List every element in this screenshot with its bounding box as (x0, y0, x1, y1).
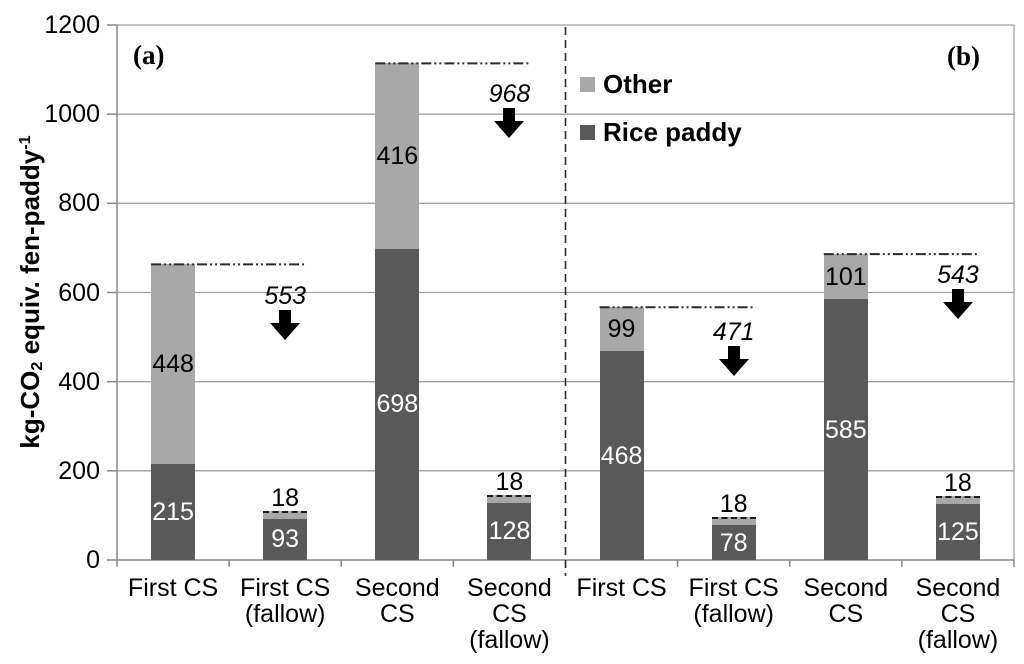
bar-value-label-other: 18 (271, 483, 300, 512)
y-axis-title: kg-CO2 equiv. fen-paddy-1 (9, 82, 46, 502)
bar-segment-other (823, 254, 868, 300)
bar-segment-rice-paddy (263, 518, 308, 560)
bar-value-label-other: 99 (607, 315, 636, 344)
bar-segment-rice-paddy (375, 248, 420, 560)
x-category-label: Second CS (fallow) (467, 574, 552, 654)
bar-segment-other (935, 496, 980, 505)
bar-value-label-rice: 215 (152, 498, 194, 527)
bar-segment-rice-paddy (487, 502, 532, 560)
bar-value-label-other: 101 (824, 262, 867, 291)
y-tick-label: 200 (58, 456, 100, 485)
bar-value-label-rice: 125 (937, 518, 979, 547)
bar-segment-other (151, 264, 196, 465)
down-arrow-icon (942, 289, 973, 319)
bar-segment-rice-paddy (151, 464, 196, 560)
panel-label-b: (b) (947, 41, 980, 71)
legend-entry-rice-paddy: Rice paddy (580, 118, 742, 146)
x-category-label: Second CS (354, 574, 440, 628)
down-arrow-stem (279, 310, 292, 324)
legend-swatch-rice-paddy (580, 124, 595, 140)
down-arrow-icon (494, 108, 525, 138)
y-tick-label: 1000 (44, 100, 100, 129)
x-category-label: First CS (127, 574, 219, 602)
reduction-value-label: 543 (937, 261, 979, 289)
down-arrow-head (718, 359, 749, 376)
x-category-label: Second CS (803, 574, 889, 628)
bar-value-label-rice: 585 (824, 415, 867, 444)
bar-segment-other (599, 307, 644, 352)
legend-entry-other: Other (580, 70, 672, 98)
y-tick-label: 600 (58, 278, 100, 307)
x-category-label: Second CS (fallow) (915, 574, 1001, 654)
legend-label-rice-paddy: Rice paddy (603, 117, 742, 147)
bar-value-label-rice: 78 (719, 528, 748, 557)
bar-value-label-other: 416 (376, 142, 419, 171)
down-arrow-head (270, 323, 301, 340)
bar-value-label-rice: 128 (488, 517, 531, 546)
bar-value-label-other: 18 (719, 490, 748, 519)
x-category-label: First CS (576, 574, 667, 602)
down-arrow-stem (727, 346, 740, 360)
bar-value-label-other: 448 (152, 350, 194, 379)
x-category-label: First CS (fallow) (240, 574, 331, 628)
panel-label-a: (a) (133, 40, 165, 70)
y-tick-label: 1200 (44, 11, 100, 39)
down-arrow-stem (951, 289, 964, 303)
bar-segment-rice-paddy (935, 504, 980, 560)
bar-value-label-rice: 698 (376, 390, 419, 419)
down-arrow-icon (718, 346, 749, 376)
reduction-value-label: 471 (712, 318, 755, 346)
x-category-label: First CS (fallow) (688, 574, 779, 628)
y-tick-label: 0 (86, 546, 100, 574)
y-tick-label: 400 (58, 367, 100, 396)
legend-label-other: Other (603, 69, 673, 99)
bar-segment-rice-paddy (823, 299, 868, 560)
bar-value-label-rice: 468 (600, 441, 643, 470)
bar-segment-other (375, 63, 420, 249)
bar-segment-other (711, 517, 756, 526)
bar-segment-rice-paddy (711, 525, 756, 560)
bar-segment-other (487, 494, 532, 503)
bar-value-label-rice: 93 (271, 525, 300, 554)
y-tick-label: 800 (58, 189, 100, 218)
down-arrow-icon (270, 310, 301, 340)
down-arrow-stem (503, 108, 516, 122)
down-arrow-head (494, 121, 525, 138)
legend-swatch-other (580, 76, 595, 92)
reduction-value-label: 553 (264, 282, 307, 310)
bar-value-label-other: 18 (495, 467, 524, 496)
bar-segment-other (263, 510, 308, 519)
bar-segment-rice-paddy (599, 351, 644, 560)
reduction-value-label: 968 (488, 80, 531, 108)
y-axis-title-text: kg-CO2 equiv. fen-paddy-1 (14, 135, 47, 449)
down-arrow-head (942, 302, 973, 319)
bar-value-label-other: 18 (944, 469, 972, 498)
